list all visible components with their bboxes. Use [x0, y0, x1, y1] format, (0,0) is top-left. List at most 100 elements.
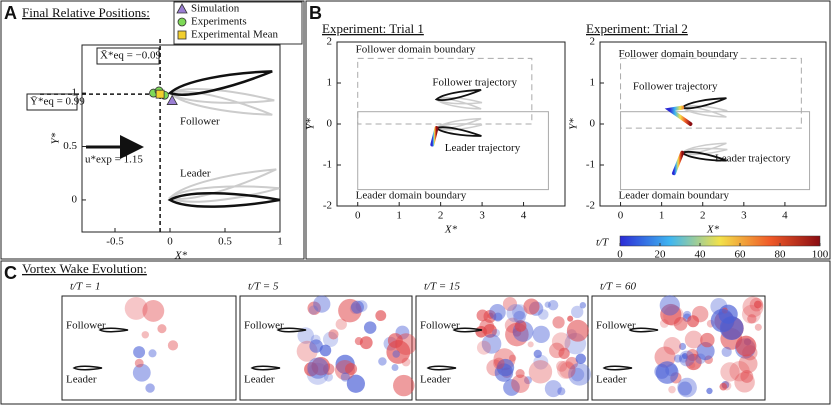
vortex	[668, 385, 676, 394]
vortex	[570, 367, 585, 382]
vortex	[688, 362, 696, 369]
leader-trail	[671, 150, 685, 176]
vortex	[340, 372, 350, 382]
vortex	[345, 362, 358, 376]
vortex	[679, 354, 688, 363]
foil	[435, 123, 483, 131]
vortex	[557, 360, 576, 379]
annotation-box	[26, 93, 78, 111]
foil	[168, 87, 275, 104]
annotation: X̄*eq = −0.09	[100, 50, 161, 62]
y-tick-label: 2	[327, 36, 333, 48]
leader-trail	[430, 126, 439, 147]
annotation: Follower	[180, 116, 220, 128]
vortex	[673, 354, 683, 363]
follower-trail	[664, 105, 693, 126]
vortex	[124, 296, 148, 320]
annotation-box	[96, 47, 160, 65]
vortex	[167, 340, 179, 351]
vortex	[354, 337, 363, 346]
y-tick-label: 1	[590, 77, 596, 89]
vortex	[297, 327, 314, 344]
colorbar-tick-label: 20	[655, 249, 667, 261]
leader-label: Leader	[596, 374, 627, 386]
vortex	[551, 332, 571, 352]
vortex	[740, 370, 754, 383]
vortex	[322, 331, 339, 347]
panel-a-border	[0, 0, 305, 260]
vortex	[673, 317, 688, 331]
vortex	[687, 315, 700, 328]
foil	[435, 96, 483, 105]
colorbar-tick-label: 100	[812, 249, 829, 261]
foil	[168, 90, 273, 116]
panel-title: Vortex Wake Evolution:	[22, 261, 147, 276]
follower-domain	[357, 57, 533, 125]
frame-title: t/T = 15	[424, 281, 460, 293]
panel-title: Experiment: Trial 1	[322, 21, 424, 36]
vortex	[734, 371, 755, 393]
y-tick-label: -1	[323, 159, 332, 171]
vortex	[527, 341, 534, 348]
vortex	[538, 309, 549, 320]
vortex	[533, 354, 549, 370]
vortex	[565, 356, 579, 370]
vortex	[134, 358, 144, 368]
vortex	[654, 364, 670, 379]
panel-title: Experiment: Trial 2	[586, 21, 688, 36]
x-tick-label: 1	[659, 210, 665, 222]
vortex	[571, 305, 584, 319]
vortex	[513, 310, 526, 324]
vortex	[678, 342, 687, 351]
vortex	[328, 329, 339, 340]
legend-label: Simulation	[191, 3, 240, 15]
vortex	[749, 297, 764, 312]
follower-domain	[620, 57, 802, 129]
marker-circle	[177, 17, 187, 27]
vortex	[678, 350, 695, 367]
vortex	[747, 314, 757, 324]
panel-c-border	[0, 260, 831, 405]
y-tick-label: -2	[323, 200, 332, 212]
vortex	[323, 372, 333, 382]
vortex	[313, 295, 331, 313]
vortex	[575, 353, 587, 365]
vortex	[502, 296, 518, 312]
vortex	[392, 350, 400, 358]
y-tick-label: 0	[327, 118, 333, 130]
foil	[434, 126, 482, 137]
vortex	[363, 321, 377, 334]
marker-triangle	[176, 3, 188, 14]
x-tick-label: 0	[355, 210, 361, 222]
vortex	[157, 324, 167, 334]
vortex	[375, 310, 387, 322]
annotation: u*exp = 1.15	[85, 154, 143, 166]
vortex	[511, 374, 530, 393]
vortex	[304, 362, 319, 377]
colorbar-tick-label: 60	[735, 249, 747, 261]
x-tick-label: 3	[741, 210, 747, 222]
vortex	[308, 305, 319, 315]
foil	[276, 327, 307, 333]
vortex	[386, 340, 411, 364]
y-tick-label: 0	[590, 118, 596, 130]
vortex	[700, 332, 715, 348]
vortex	[310, 334, 321, 345]
frame-title: t/T = 60	[600, 281, 636, 293]
vortex	[742, 296, 764, 318]
vortex	[476, 340, 491, 355]
x-tick-label: 1	[396, 210, 402, 222]
vortex	[378, 357, 387, 366]
y-axis-label: Y*	[50, 132, 62, 144]
vortex	[487, 312, 494, 319]
vortex	[659, 319, 669, 328]
x-tick-label: 3	[479, 210, 485, 222]
foil	[680, 142, 727, 155]
annotation: Follower trajectory	[633, 81, 718, 93]
foil	[168, 185, 280, 203]
vortex	[509, 354, 517, 362]
vortex	[753, 300, 762, 309]
colorbar-tick-label: 0	[617, 249, 623, 261]
vortex	[547, 299, 559, 311]
vortex	[496, 358, 515, 377]
